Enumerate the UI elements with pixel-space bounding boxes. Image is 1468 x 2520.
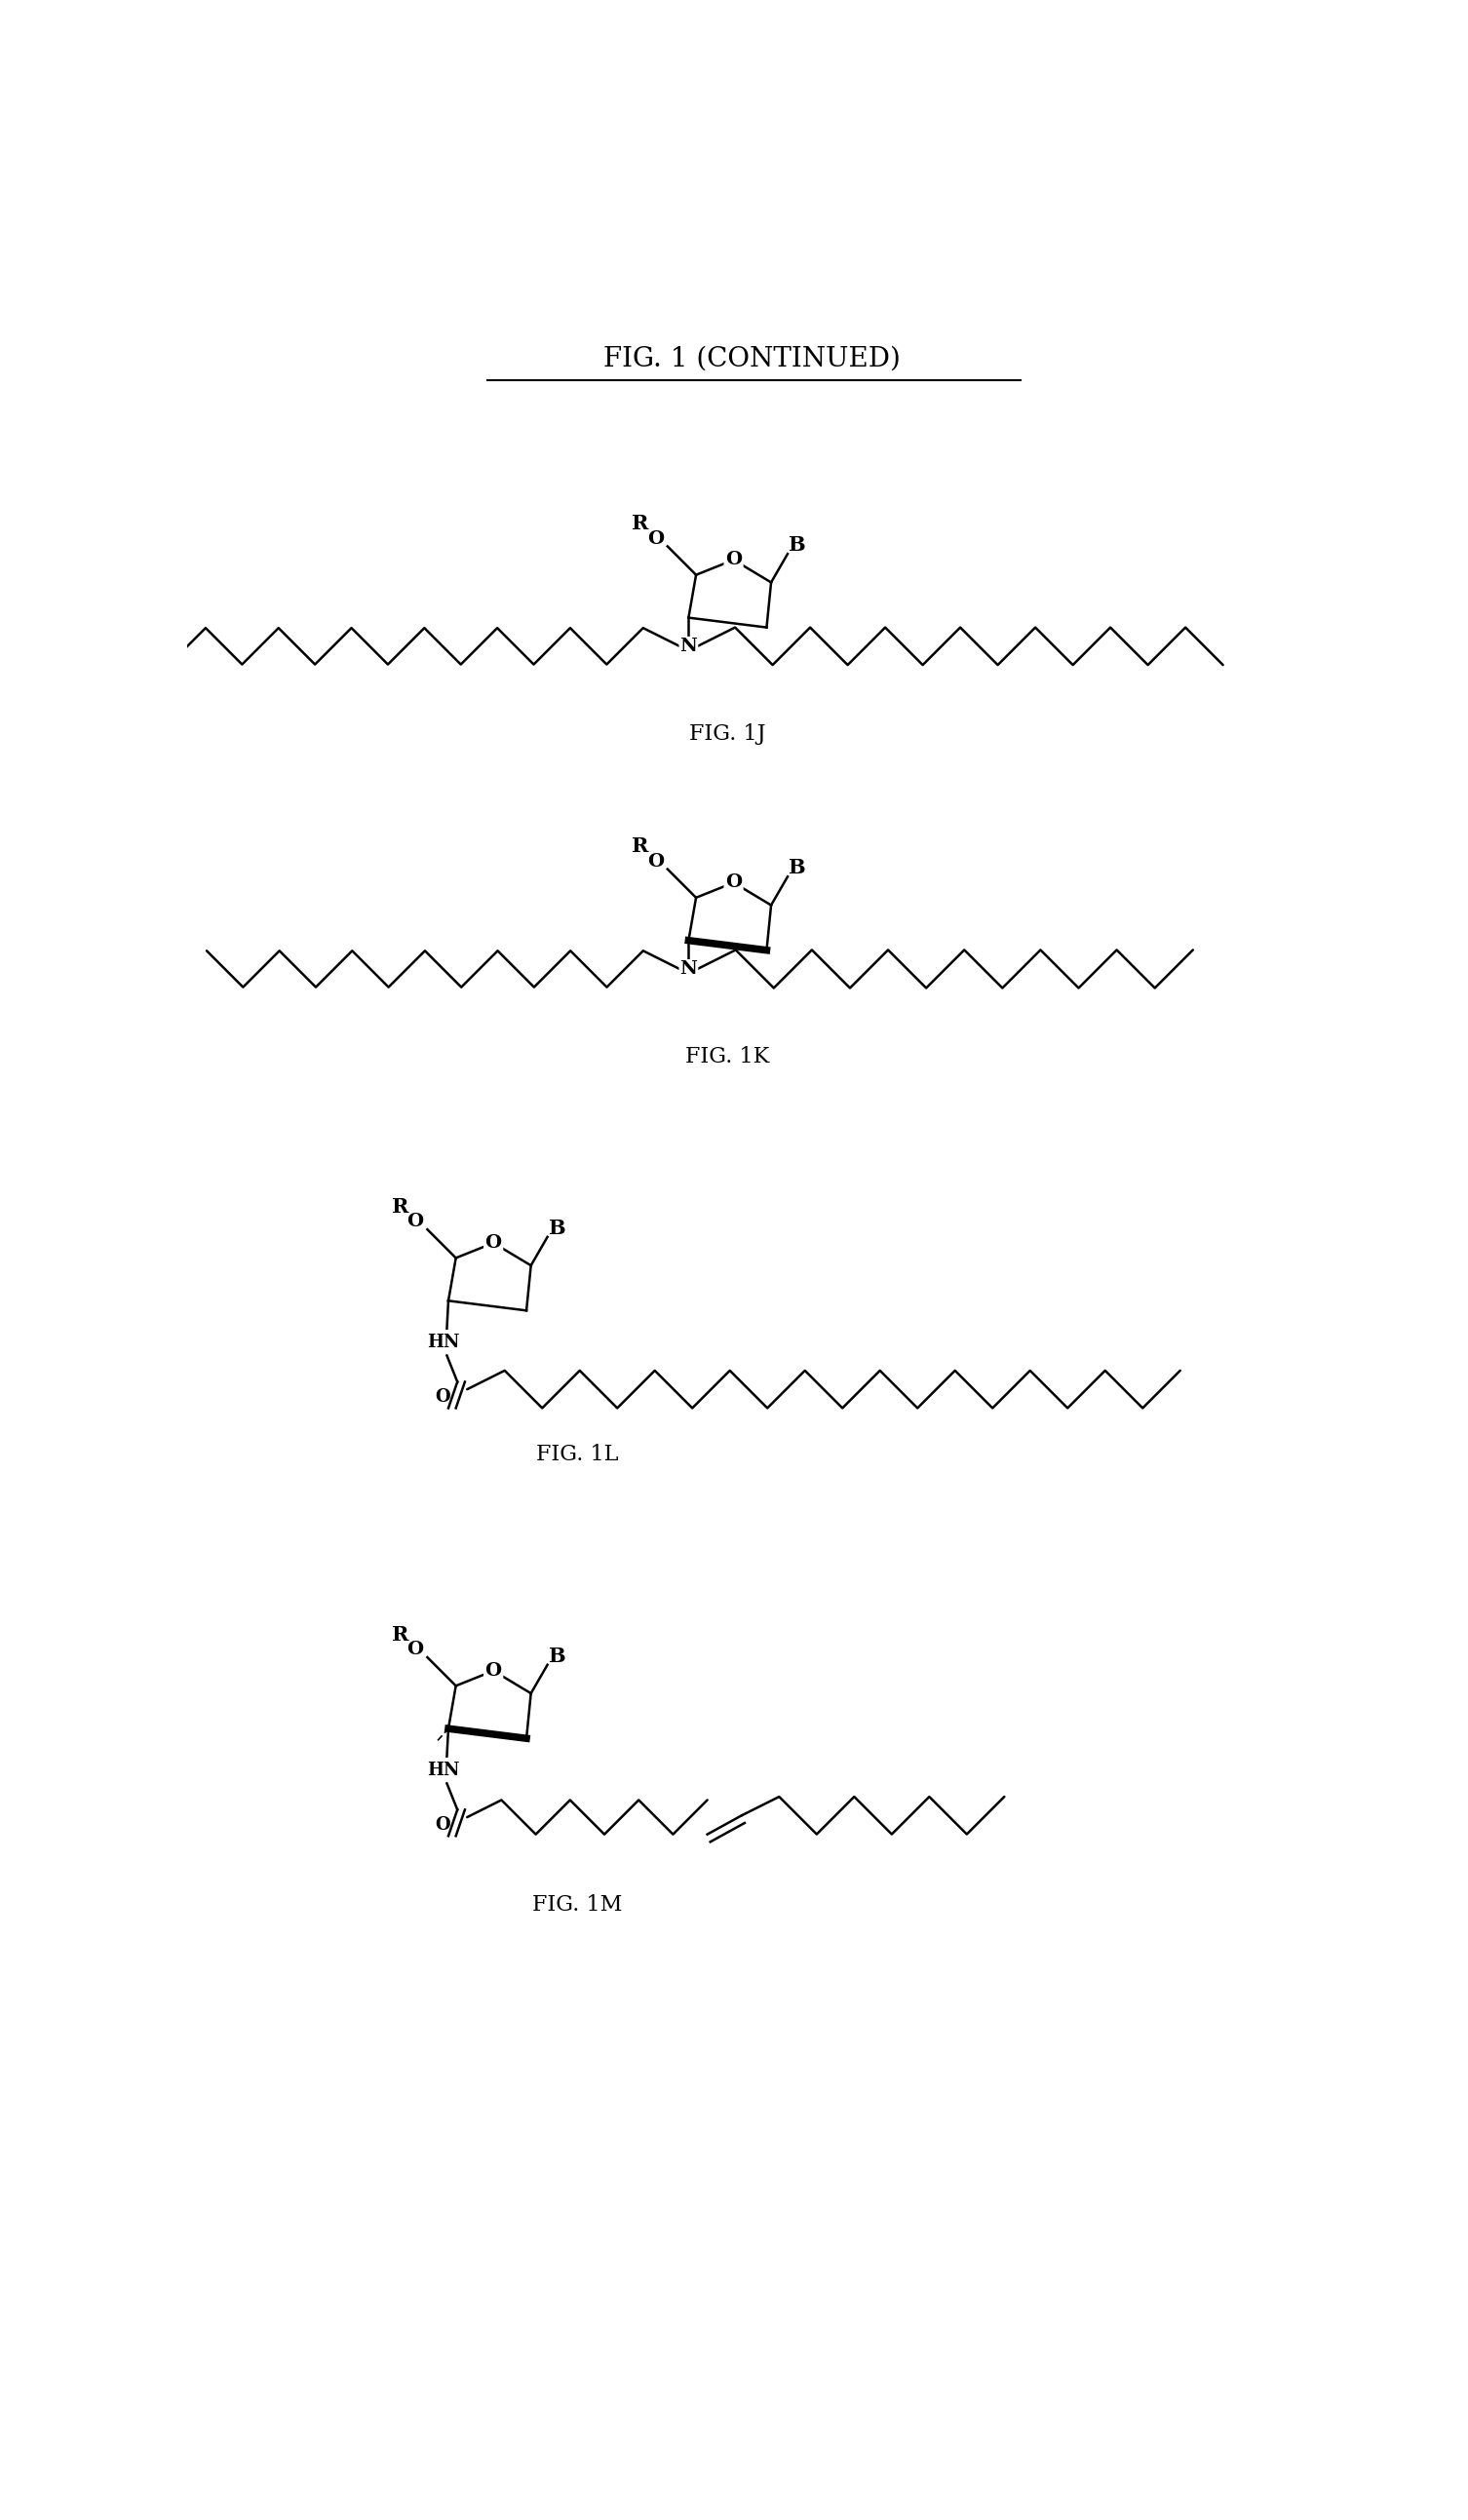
Text: R: R <box>633 837 649 857</box>
Text: O: O <box>484 1235 502 1252</box>
Text: O: O <box>725 874 741 892</box>
Text: B: B <box>548 1646 565 1666</box>
Text: O: O <box>407 1212 424 1230</box>
Text: O: O <box>647 529 664 547</box>
Text: O: O <box>407 1641 424 1658</box>
Text: FIG. 1K: FIG. 1K <box>686 1046 769 1068</box>
Text: O: O <box>484 1663 502 1681</box>
Text: B: B <box>548 1217 565 1237</box>
Text: B: B <box>788 534 806 554</box>
Text: O: O <box>725 552 741 570</box>
Text: HN: HN <box>427 1333 459 1351</box>
Text: O: O <box>647 852 664 869</box>
Text: HN: HN <box>427 1761 459 1779</box>
Text: FIG. 1 (CONTINUED): FIG. 1 (CONTINUED) <box>603 345 901 373</box>
Text: R: R <box>392 1197 408 1217</box>
Text: R: R <box>392 1625 408 1646</box>
Text: B: B <box>788 857 806 877</box>
Text: O: O <box>435 1389 451 1406</box>
Text: FIG. 1M: FIG. 1M <box>533 1895 622 1915</box>
Text: O: O <box>435 1817 451 1835</box>
Text: R: R <box>633 514 649 534</box>
Text: N: N <box>680 960 697 978</box>
Text: N: N <box>680 638 697 655</box>
Text: FIG. 1L: FIG. 1L <box>536 1444 618 1464</box>
Text: FIG. 1J: FIG. 1J <box>690 723 766 746</box>
